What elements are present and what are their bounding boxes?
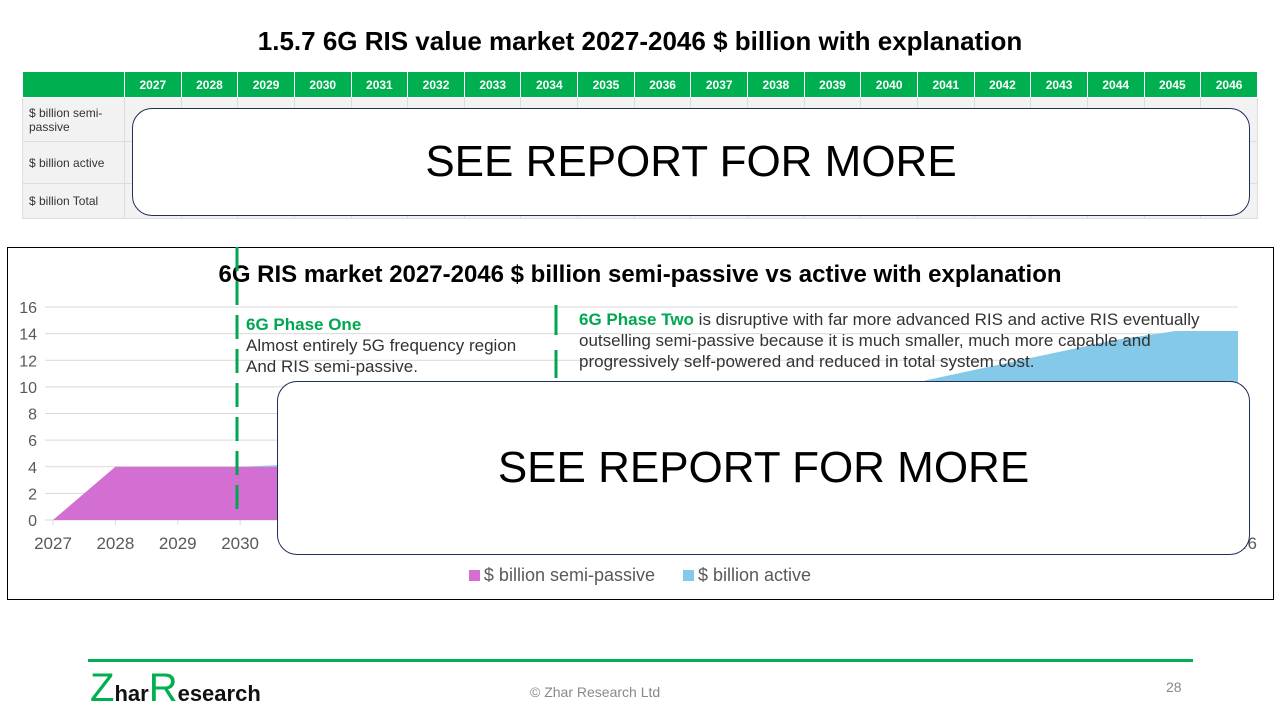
annotation-title: 6G Phase One bbox=[246, 315, 362, 334]
y-tick-label: 10 bbox=[19, 380, 37, 397]
logo-letter: Z bbox=[90, 666, 115, 710]
legend-item: $ billion semi-passive bbox=[468, 565, 655, 586]
legend-label: $ billion active bbox=[698, 565, 812, 585]
x-tick-label: 2027 bbox=[34, 534, 72, 553]
y-tick-label: 2 bbox=[28, 486, 37, 503]
header-cell: 2046 bbox=[1200, 71, 1258, 98]
y-tick-label: 16 bbox=[19, 300, 37, 317]
footer-rule bbox=[88, 659, 1193, 662]
annotation-title: 6G Phase Two bbox=[579, 310, 694, 329]
header-cell: 2041 bbox=[916, 71, 975, 98]
chart-title: 6G RIS market 2027-2046 $ billion semi-p… bbox=[218, 261, 1061, 288]
legend-label: $ billion semi-passive bbox=[483, 565, 655, 585]
header-cell: 2044 bbox=[1086, 71, 1145, 98]
phase-one-annotation: 6G Phase One Almost entirely 5G frequenc… bbox=[246, 314, 551, 377]
row-label: $ billion active bbox=[22, 141, 125, 184]
table-header: 2027 2028 2029 2030 2031 2032 2033 2034 2035 2036… bbox=[22, 71, 1258, 98]
copyright: © Zhar Research Ltd bbox=[530, 684, 661, 700]
logo-text: har bbox=[114, 681, 149, 706]
legend: $ billion semi-passive $ billion active bbox=[0, 565, 1280, 586]
header-cell: 2031 bbox=[350, 71, 409, 98]
legend-item: $ billion active bbox=[683, 565, 811, 586]
header-cell: 2029 bbox=[237, 71, 295, 98]
x-tick-label: 2028 bbox=[96, 534, 134, 553]
y-tick-label: 12 bbox=[19, 353, 37, 370]
annotation-text: is disruptive with far more advanced RIS… bbox=[579, 310, 1200, 371]
annotation-line: And RIS semi-passive. bbox=[246, 357, 418, 376]
y-tick-label: 4 bbox=[28, 460, 37, 477]
overlay-box: SEE REPORT FOR MORE bbox=[132, 108, 1250, 216]
header-cell: 2037 bbox=[690, 71, 749, 98]
legend-swatch bbox=[683, 570, 694, 581]
header-cell: 2032 bbox=[407, 71, 465, 98]
header-cell: 2043 bbox=[1030, 71, 1088, 98]
logo: ZharResearch bbox=[90, 666, 261, 711]
legend-swatch bbox=[468, 570, 480, 581]
logo-letter: R bbox=[148, 666, 178, 710]
row-label: $ billion semi-passive bbox=[22, 97, 125, 142]
header-cell bbox=[22, 71, 125, 98]
logo-text: esearch bbox=[177, 681, 261, 706]
annotation-line: Almost entirely 5G frequency region bbox=[246, 336, 517, 355]
chart-frame bbox=[7, 247, 1274, 600]
header-cell: 2038 bbox=[747, 71, 805, 98]
header-cell: 2042 bbox=[973, 71, 1032, 98]
header-cell: 2040 bbox=[860, 71, 918, 98]
page-number: 28 bbox=[1166, 679, 1182, 695]
x-tick-label: 2030 bbox=[221, 534, 259, 553]
y-tick-label: 14 bbox=[19, 327, 37, 344]
header-cell: 2039 bbox=[803, 71, 862, 98]
x-tick-label: 2029 bbox=[159, 534, 197, 553]
y-tick-label: 0 bbox=[28, 513, 37, 530]
overlay-box: SEE REPORT FOR MORE bbox=[277, 381, 1250, 555]
phase-two-annotation: 6G Phase Two is disruptive with far more… bbox=[579, 309, 1209, 372]
slide-title: 1.5.7 6G RIS value market 2027-2046 $ bi… bbox=[257, 26, 1023, 56]
row-label: $ billion Total bbox=[22, 183, 125, 219]
y-tick-label: 6 bbox=[28, 433, 37, 450]
y-tick-label: 8 bbox=[28, 407, 37, 424]
header-cell: 2045 bbox=[1143, 71, 1202, 98]
header-cell: 2035 bbox=[577, 71, 635, 98]
